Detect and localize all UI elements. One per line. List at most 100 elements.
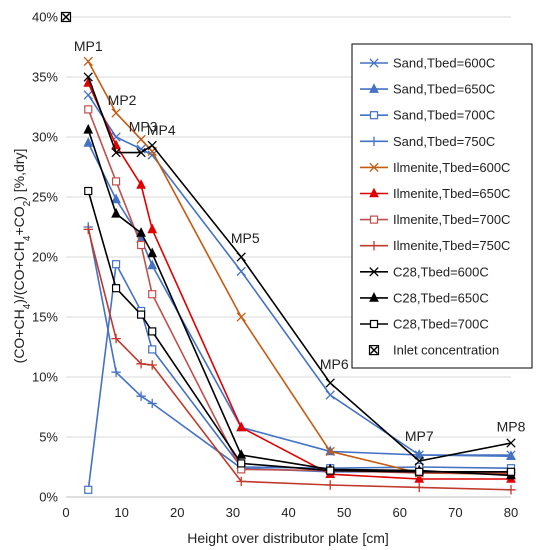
legend-label: C28,Tbed=650C <box>393 290 489 305</box>
y-tick-label: 0% <box>39 490 58 505</box>
data-point <box>236 449 247 459</box>
legend-frame <box>351 43 533 369</box>
data-point <box>147 398 157 409</box>
y-tick-label: 40% <box>32 10 58 25</box>
legend-swatch-marker <box>369 215 379 224</box>
measuring-point-label: MP1 <box>74 38 103 54</box>
data-point <box>506 438 516 448</box>
data-point <box>111 147 121 158</box>
series <box>84 186 516 476</box>
legend-item: Sand,Tbed=750C <box>360 134 495 149</box>
series-line <box>87 61 512 475</box>
data-point <box>325 446 335 457</box>
legend-label: Ilmenite,Tbed=650C <box>393 186 510 201</box>
x-tick-label: 20 <box>170 505 184 520</box>
data-point <box>148 290 157 299</box>
data-point <box>111 284 121 293</box>
legend-swatch-marker <box>369 267 379 277</box>
legend-label: Sand,Tbed=750C <box>393 134 495 149</box>
series <box>83 72 516 466</box>
data-point <box>136 359 146 369</box>
data-point <box>236 312 246 322</box>
data-point <box>136 147 146 158</box>
y-axis-title-part: )/(CO+CH <box>11 241 27 304</box>
data-point <box>506 485 516 495</box>
data-point <box>414 449 425 459</box>
y-axis-title-part: +CO <box>11 206 27 235</box>
y-tick-label: 30% <box>32 130 58 145</box>
legend-swatch-marker <box>368 345 380 356</box>
data-point <box>148 345 157 354</box>
legend-swatch-marker <box>369 136 379 146</box>
x-axis-title: Height over distributor plate [cm] <box>187 530 389 546</box>
series-line <box>87 76 512 462</box>
inlet-point <box>60 11 72 23</box>
data-point <box>326 466 335 475</box>
data-point <box>83 56 93 67</box>
data-point <box>325 390 335 400</box>
data-point <box>136 227 146 237</box>
data-point <box>111 333 121 344</box>
legend-swatch-marker <box>369 58 379 68</box>
y-axis-title-part: ) [%,dry] <box>11 149 27 201</box>
legend-item: Ilmenite,Tbed=700C <box>360 212 510 227</box>
data-point <box>84 485 93 494</box>
data-point <box>506 450 516 460</box>
y-axis-title-part: (CO+CH <box>11 309 27 363</box>
data-point <box>111 193 121 204</box>
x-tick-label: 0 <box>62 505 69 520</box>
series-line <box>87 229 512 491</box>
series-line <box>87 190 511 473</box>
legend-swatch-marker <box>369 319 379 329</box>
y-axis-title-subscript: 4 <box>22 303 33 309</box>
data-point <box>236 476 246 487</box>
data-point <box>136 134 146 145</box>
y-tick-label: 20% <box>32 250 58 265</box>
data-point <box>84 105 93 114</box>
data-point <box>236 252 246 262</box>
legend-label: Ilmenite,Tbed=750C <box>393 238 510 253</box>
legend-swatch-marker <box>369 162 379 173</box>
data-point <box>111 108 121 118</box>
legend-item: Sand,Tbed=600C <box>360 56 495 71</box>
data-point <box>83 137 94 147</box>
legend-swatch-marker <box>369 187 379 198</box>
data-point <box>83 90 93 100</box>
measuring-point-label: MP5 <box>231 230 260 246</box>
legend-label: C28,Tbed=600C <box>393 264 489 279</box>
data-point <box>83 123 94 134</box>
data-point <box>111 260 121 269</box>
data-point <box>414 473 425 483</box>
data-point <box>136 391 146 401</box>
data-point <box>136 179 146 189</box>
data-point <box>237 459 246 468</box>
x-tick-label: 40 <box>281 505 295 520</box>
legend: Sand,Tbed=600C Sand,Tbed=650C Sand,Tbed=70… <box>351 43 533 369</box>
legend-swatch-marker <box>369 111 379 120</box>
y-axis-title-subscript: 4 <box>22 235 33 241</box>
measuring-point-label: MP8 <box>497 418 526 434</box>
x-tick-label: 80 <box>504 505 518 520</box>
data-point <box>111 177 121 186</box>
legend-swatch-marker <box>369 83 379 93</box>
legend-item: C28,Tbed=600C <box>360 264 489 279</box>
y-tick-label: 10% <box>32 370 58 385</box>
measuring-point-label: MP2 <box>108 92 137 108</box>
y-axis-title: (CO+CH4)/(CO+CH4+CO2) [%,dry] <box>11 149 33 364</box>
legend-swatch-marker <box>369 292 379 302</box>
data-point <box>147 140 157 151</box>
series-line <box>87 94 511 456</box>
x-tick-label: 60 <box>393 505 407 520</box>
series-line <box>87 261 512 490</box>
data-point <box>414 482 424 493</box>
legend-item: Sand,Tbed=650C <box>360 82 495 97</box>
legend-item: C28,Tbed=700C <box>360 317 489 332</box>
data-point <box>147 247 158 258</box>
legend-item: Ilmenite,Tbed=650C <box>360 186 510 201</box>
data-point <box>325 378 335 388</box>
data-point <box>111 207 121 218</box>
data-point <box>236 421 247 432</box>
tick-labels: 0% 5% 10% 15% 20% 25% 30% 35% 40% 0 10 20 30 40 50 60 70… <box>32 10 518 521</box>
legend-label: Sand,Tbed=600C <box>393 56 495 71</box>
